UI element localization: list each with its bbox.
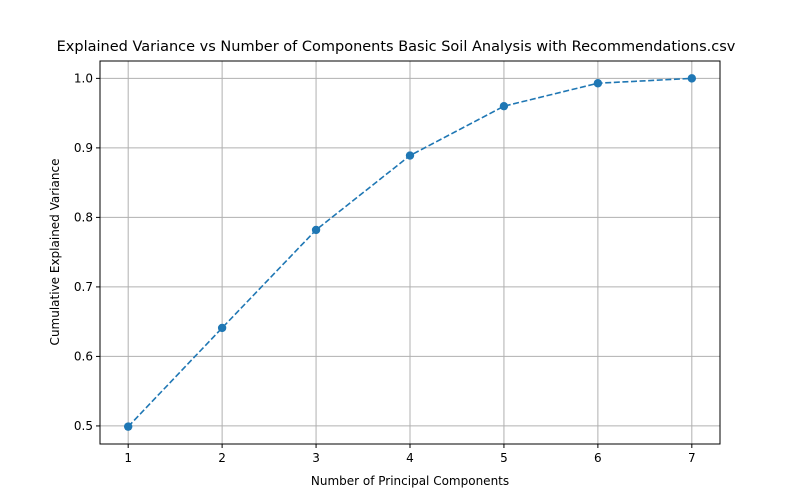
grid-lines bbox=[100, 61, 720, 444]
y-tick-label: 0.5 bbox=[74, 419, 93, 433]
y-tick-label: 1.0 bbox=[74, 71, 93, 85]
data-point-marker bbox=[499, 101, 509, 111]
data-point-marker bbox=[311, 225, 321, 235]
x-tick-label: 6 bbox=[594, 451, 602, 465]
x-tick-label: 7 bbox=[688, 451, 696, 465]
data-point-marker bbox=[593, 79, 603, 88]
x-axis-label: Number of Principal Components bbox=[311, 474, 509, 488]
chart-title: Explained Variance vs Number of Componen… bbox=[57, 39, 736, 55]
data-point-marker bbox=[123, 422, 133, 431]
axis-ticks: 1 2 3 4 5 6 7 0.5 0.6 0.7 0.8 0.9 1.0 bbox=[74, 71, 696, 465]
x-tick-label: 2 bbox=[218, 451, 226, 465]
y-tick-label: 0.7 bbox=[74, 280, 93, 294]
data-point-marker bbox=[217, 323, 227, 333]
y-tick-label: 0.9 bbox=[74, 141, 93, 155]
data-series bbox=[123, 74, 697, 431]
x-tick-label: 5 bbox=[500, 451, 508, 465]
y-tick-label: 0.6 bbox=[74, 349, 93, 363]
x-tick-label: 1 bbox=[124, 451, 132, 465]
y-axis-label: Cumulative Explained Variance bbox=[48, 159, 62, 346]
y-tick-label: 0.8 bbox=[74, 210, 93, 224]
data-point-marker bbox=[405, 151, 415, 160]
x-tick-label: 4 bbox=[406, 451, 414, 465]
x-tick-label: 3 bbox=[312, 451, 320, 465]
data-point-marker bbox=[687, 74, 697, 83]
